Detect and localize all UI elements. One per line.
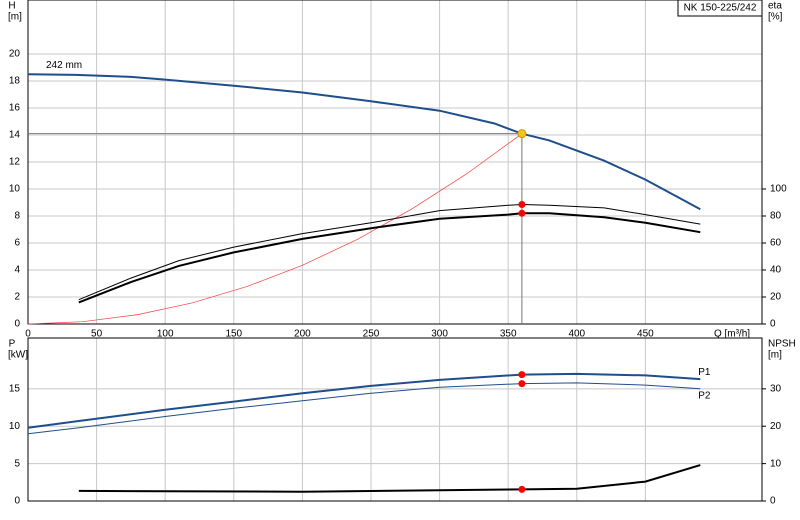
x-tick-label: 450 [637,329,654,340]
plot-frame [27,337,763,502]
y2-axis-label: NPSH [768,339,796,350]
y2-tick-label: 0 [770,496,776,507]
series-line [78,203,701,301]
series-label: P2 [698,390,711,401]
y-tick-label: 20 [9,49,21,60]
y-tick-label: 15 [9,383,21,394]
x-tick-label: 50 [91,329,103,340]
series-line [78,212,701,304]
y-tick-label: 2 [14,292,20,303]
y2-tick-label: 0 [770,319,776,330]
series-line [27,382,701,435]
series-line [27,73,701,211]
y2-tick-label: 20 [770,292,782,303]
y2-tick-label: 80 [770,211,782,222]
duty-point [517,129,527,139]
y2-tick-label: 100 [770,184,787,195]
y-tick-label: 8 [14,211,20,222]
y2-axis-label: [m] [768,350,782,361]
series-line [78,464,701,493]
x-tick-label: 100 [157,329,174,340]
x-tick-label: 400 [568,329,585,340]
duty-point [518,201,526,209]
x-tick-label: 350 [500,329,517,340]
y-axis-label: [kW] [8,350,28,361]
y2-tick-label: 30 [770,383,782,394]
y-axis-label: H [8,1,15,12]
y2-tick-label: 10 [770,458,782,469]
duty-point [518,380,526,388]
y-tick-label: 18 [9,76,21,87]
x-axis-label: Q [m³/h] [714,329,750,340]
y2-tick-label: 20 [770,421,782,432]
series-line [27,372,701,429]
y-tick-label: 12 [9,157,21,168]
y-tick-label: 10 [9,421,21,432]
x-tick-label: 0 [25,329,31,340]
series-line [27,133,523,325]
duty-point [518,485,526,493]
y-tick-label: 6 [14,238,20,249]
series-label: P1 [698,367,711,378]
y2-axis-label: [%] [768,12,783,23]
duty-point [518,209,526,217]
y2-axis-label: eta [768,1,782,12]
y-tick-label: 16 [9,103,21,114]
x-tick-label: 200 [294,329,311,340]
series-label: 242 mm [46,60,82,71]
y-axis-label: [m] [8,12,22,23]
y-tick-label: 5 [14,458,20,469]
y-tick-label: 0 [14,496,20,507]
y2-tick-label: 60 [770,238,782,249]
y2-tick-label: 40 [770,265,782,276]
y-tick-label: 10 [9,184,21,195]
duty-point [518,371,526,379]
plot-frame [27,0,763,325]
y-tick-label: 4 [14,265,20,276]
x-tick-label: 300 [431,329,448,340]
y-tick-label: 14 [9,130,21,141]
x-tick-label: 150 [225,329,242,340]
title-box [677,0,763,17]
x-tick-label: 250 [363,329,380,340]
y-axis-label: P [9,339,16,350]
chart-title: NK 150-225/242 [684,3,757,14]
y-tick-label: 0 [14,319,20,330]
